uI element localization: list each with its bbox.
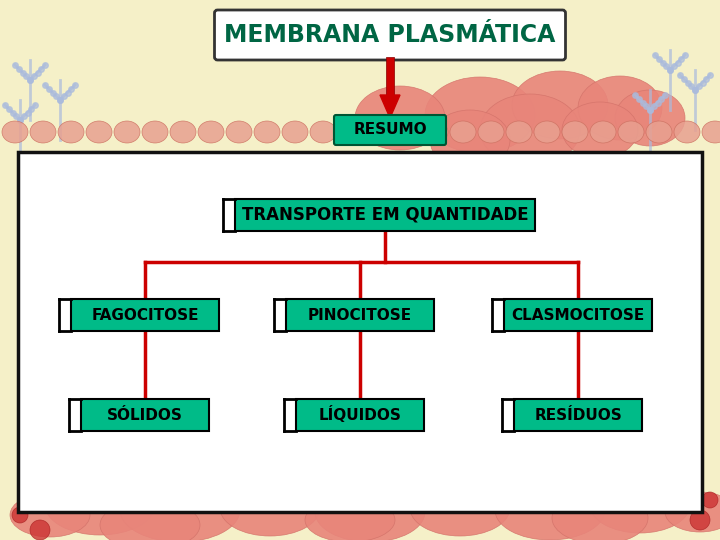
Ellipse shape <box>100 500 200 540</box>
Ellipse shape <box>552 492 648 540</box>
Ellipse shape <box>506 121 532 143</box>
Ellipse shape <box>315 482 425 540</box>
Ellipse shape <box>562 121 588 143</box>
Ellipse shape <box>338 121 364 143</box>
Ellipse shape <box>430 110 510 170</box>
Ellipse shape <box>198 121 224 143</box>
Ellipse shape <box>2 121 28 143</box>
Ellipse shape <box>282 121 308 143</box>
FancyBboxPatch shape <box>71 299 219 331</box>
Ellipse shape <box>220 480 320 536</box>
Ellipse shape <box>10 493 90 537</box>
Ellipse shape <box>142 121 168 143</box>
Ellipse shape <box>512 71 608 139</box>
Ellipse shape <box>562 102 638 158</box>
FancyBboxPatch shape <box>296 399 424 431</box>
Ellipse shape <box>226 121 252 143</box>
Ellipse shape <box>480 94 580 166</box>
FancyBboxPatch shape <box>504 299 652 331</box>
Ellipse shape <box>495 480 605 540</box>
Ellipse shape <box>30 520 50 540</box>
FancyBboxPatch shape <box>215 10 565 60</box>
Ellipse shape <box>305 498 395 540</box>
Text: CLASMOCITOSE: CLASMOCITOSE <box>511 307 644 322</box>
Ellipse shape <box>170 121 196 143</box>
Polygon shape <box>380 95 400 118</box>
Ellipse shape <box>702 492 718 508</box>
Ellipse shape <box>670 480 690 500</box>
Ellipse shape <box>366 121 392 143</box>
Ellipse shape <box>590 477 690 533</box>
Text: MEMBRANA PLASMÁTICA: MEMBRANA PLASMÁTICA <box>225 23 556 47</box>
Ellipse shape <box>355 86 445 150</box>
Ellipse shape <box>690 510 710 530</box>
Ellipse shape <box>12 507 28 523</box>
FancyBboxPatch shape <box>514 399 642 431</box>
Ellipse shape <box>114 121 140 143</box>
Ellipse shape <box>702 121 720 143</box>
Ellipse shape <box>425 77 535 153</box>
FancyBboxPatch shape <box>334 115 446 145</box>
Ellipse shape <box>58 121 84 143</box>
Ellipse shape <box>534 121 560 143</box>
Ellipse shape <box>86 121 112 143</box>
Ellipse shape <box>120 478 240 540</box>
Ellipse shape <box>394 121 420 143</box>
Text: FAGOCITOSE: FAGOCITOSE <box>91 307 199 322</box>
Ellipse shape <box>665 492 720 532</box>
Ellipse shape <box>450 121 476 143</box>
Ellipse shape <box>590 121 616 143</box>
Text: LÍQUIDOS: LÍQUIDOS <box>318 407 402 423</box>
Ellipse shape <box>478 121 504 143</box>
Text: RESÍDUOS: RESÍDUOS <box>534 408 622 422</box>
Ellipse shape <box>254 121 280 143</box>
Ellipse shape <box>410 480 510 536</box>
FancyBboxPatch shape <box>386 57 394 100</box>
Ellipse shape <box>18 478 42 502</box>
Ellipse shape <box>674 121 700 143</box>
Ellipse shape <box>578 76 662 140</box>
Text: RESUMO: RESUMO <box>354 123 427 138</box>
Text: SÓLIDOS: SÓLIDOS <box>107 408 183 422</box>
Ellipse shape <box>615 90 685 146</box>
FancyBboxPatch shape <box>18 152 702 512</box>
Ellipse shape <box>646 121 672 143</box>
Ellipse shape <box>618 121 644 143</box>
Ellipse shape <box>30 121 56 143</box>
Ellipse shape <box>422 121 448 143</box>
FancyBboxPatch shape <box>235 199 535 231</box>
FancyBboxPatch shape <box>81 399 209 431</box>
FancyBboxPatch shape <box>286 299 434 331</box>
Ellipse shape <box>310 121 336 143</box>
Ellipse shape <box>45 475 155 535</box>
Text: PINOCITOSE: PINOCITOSE <box>308 307 412 322</box>
Text: TRANSPORTE EM QUANTIDADE: TRANSPORTE EM QUANTIDADE <box>242 206 528 224</box>
